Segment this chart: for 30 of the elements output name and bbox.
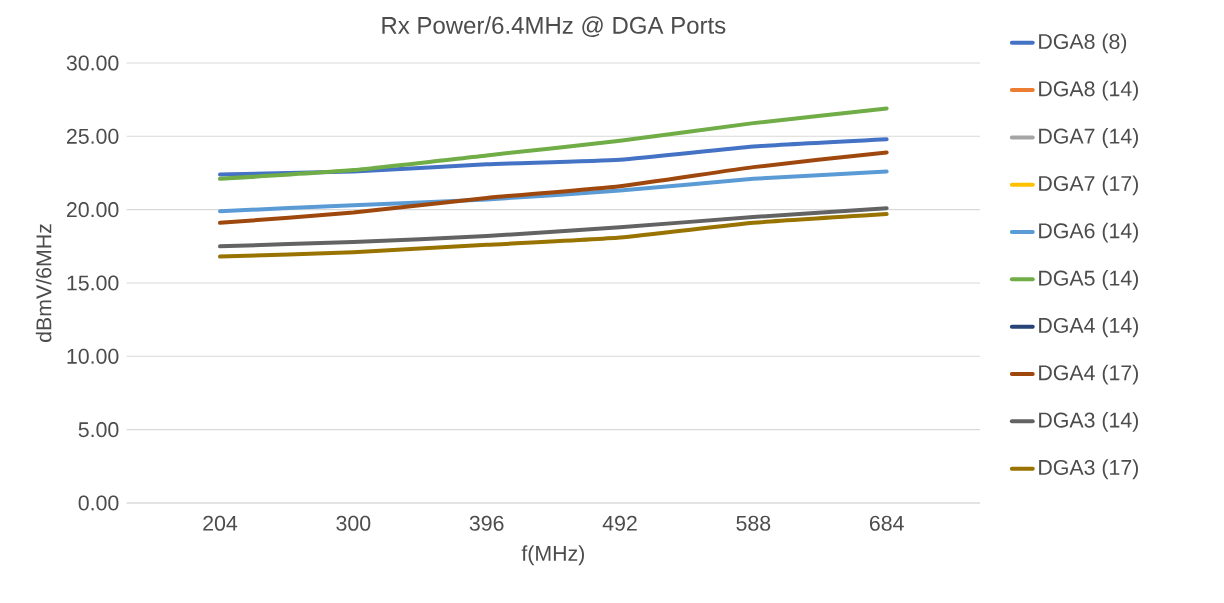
legend-label: DGA8 (14) xyxy=(1039,80,1138,101)
y-tick-label: 0.00 xyxy=(78,495,119,511)
y-tick-label: 30.00 xyxy=(66,55,119,71)
x-tick-label: 588 xyxy=(736,515,771,531)
legend-label: DGA3 (14) xyxy=(1039,412,1138,432)
legend-label: DGA3 (17) xyxy=(1039,459,1138,480)
line-series xyxy=(218,106,889,181)
line-series xyxy=(218,206,889,249)
chart-title: Rx Power/6.4MHz @ DGA Ports xyxy=(382,16,726,37)
legend-label: DGA7 (17) xyxy=(1039,175,1138,196)
x-tick-label: 492 xyxy=(602,515,637,531)
x-tick-label: 300 xyxy=(336,515,371,531)
line-series xyxy=(218,150,889,225)
y-tick-label: 25.00 xyxy=(66,128,119,144)
y-axis-title: dBmV/6MHz xyxy=(35,224,52,342)
x-tick-label: 204 xyxy=(203,515,238,531)
x-axis-title: f(MHz) xyxy=(521,545,584,566)
y-tick-label: 15.00 xyxy=(67,275,119,291)
x-tick-label: 684 xyxy=(869,515,904,531)
line-series xyxy=(218,212,889,259)
legend-label: DGA6 (14) xyxy=(1039,222,1138,243)
legend-label: DGA5 (14) xyxy=(1039,270,1138,290)
y-tick-label: 20.00 xyxy=(66,202,119,218)
legend-label: DGA4 (14) xyxy=(1039,317,1138,338)
y-tick-label: 5.00 xyxy=(78,422,119,438)
y-tick-label: 10.00 xyxy=(67,348,119,364)
x-tick-label: 396 xyxy=(469,515,504,531)
legend-label: DGA4 (17) xyxy=(1039,364,1138,385)
legend-label: DGA8 (8) xyxy=(1039,33,1127,54)
legend-label: DGA7 (14) xyxy=(1039,128,1138,148)
